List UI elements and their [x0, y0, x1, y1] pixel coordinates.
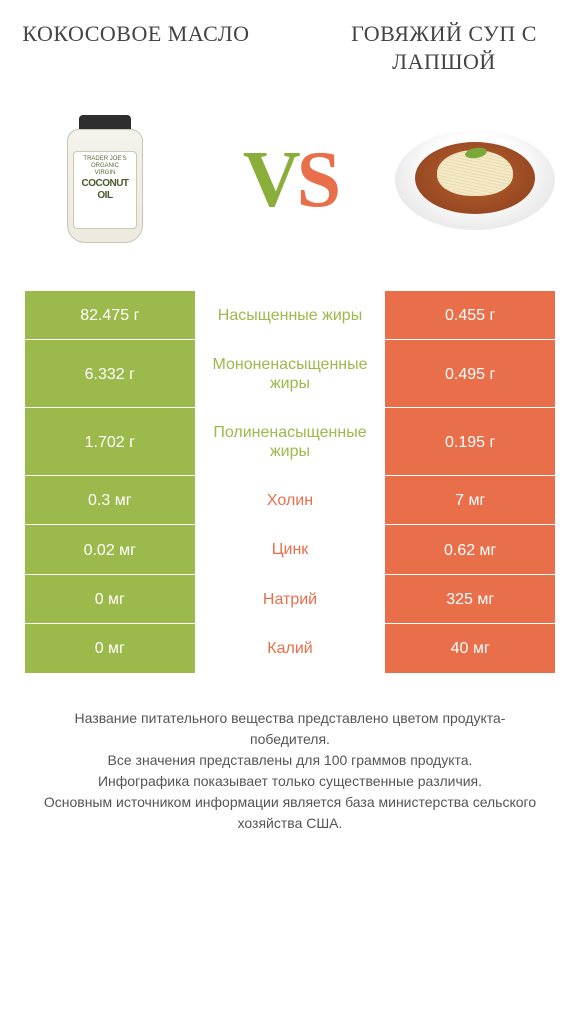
jar-line3: VIRGIN	[74, 170, 136, 177]
table-row: 82.475 гНасыщенные жиры0.455 г	[25, 290, 555, 339]
titles-row: КОКОСОВОЕ МАСЛО ГОВЯЖИЙ СУП С ЛАПШОЙ	[15, 20, 565, 75]
nutrient-label: Холин	[195, 476, 386, 524]
nutrient-label: Полиненасыщенные жиры	[195, 408, 386, 475]
left-value: 0 мг	[25, 624, 195, 672]
nutrient-label: Мононенасыщенные жиры	[195, 340, 386, 407]
footer-line: Инфографика показывает только существенн…	[35, 771, 545, 792]
right-value: 325 мг	[385, 575, 555, 623]
vs-v: V	[243, 136, 297, 224]
right-value: 0.455 г	[385, 291, 555, 339]
nutrient-label: Насыщенные жиры	[195, 291, 386, 339]
right-value: 7 мг	[385, 476, 555, 524]
noodle-soup-bowl-icon	[395, 120, 555, 240]
left-product-title: КОКОСОВОЕ МАСЛО	[15, 20, 257, 48]
jar-line1: TRADER JOE'S	[74, 156, 136, 163]
right-value: 0.495 г	[385, 340, 555, 407]
left-value: 6.332 г	[25, 340, 195, 407]
nutrient-label: Цинк	[195, 525, 386, 573]
right-value: 0.62 мг	[385, 525, 555, 573]
images-row: TRADER JOE'S ORGANIC VIRGIN COCONUT OIL …	[25, 100, 555, 260]
left-value: 82.475 г	[25, 291, 195, 339]
footer-line: Название питательного вещества представл…	[35, 708, 545, 750]
nutrient-label: Натрий	[195, 575, 386, 623]
table-row: 0 мгКалий40 мг	[25, 623, 555, 672]
right-product-image	[395, 100, 555, 260]
table-row: 1.702 гПолиненасыщенные жиры0.195 г	[25, 407, 555, 475]
nutrient-label: Калий	[195, 624, 386, 672]
jar-line2: ORGANIC	[74, 163, 136, 170]
left-value: 0.02 мг	[25, 525, 195, 573]
left-value: 0 мг	[25, 575, 195, 623]
right-product-title: ГОВЯЖИЙ СУП С ЛАПШОЙ	[323, 20, 565, 75]
infographic: КОКОСОВОЕ МАСЛО ГОВЯЖИЙ СУП С ЛАПШОЙ TRA…	[0, 0, 580, 864]
table-row: 6.332 гМононенасыщенные жиры0.495 г	[25, 339, 555, 407]
footer-line: Основным источником информации является …	[35, 792, 545, 834]
left-value: 1.702 г	[25, 408, 195, 475]
jar-big1: COCONUT	[74, 178, 136, 190]
left-product-image: TRADER JOE'S ORGANIC VIRGIN COCONUT OIL	[25, 100, 185, 260]
table-row: 0 мгНатрий325 мг	[25, 574, 555, 623]
table-row: 0.3 мгХолин7 мг	[25, 475, 555, 524]
vs-s: S	[297, 136, 338, 224]
right-value: 0.195 г	[385, 408, 555, 475]
right-value: 40 мг	[385, 624, 555, 672]
jar-big2: OIL	[74, 190, 136, 202]
coconut-oil-jar-icon: TRADER JOE'S ORGANIC VIRGIN COCONUT OIL	[65, 115, 145, 245]
vs-label: VS	[243, 135, 337, 226]
comparison-table: 82.475 гНасыщенные жиры0.455 г6.332 гМон…	[25, 290, 555, 673]
footer-notes: Название питательного вещества представл…	[35, 708, 545, 834]
table-row: 0.02 мгЦинк0.62 мг	[25, 524, 555, 573]
footer-line: Все значения представлены для 100 граммо…	[35, 750, 545, 771]
left-value: 0.3 мг	[25, 476, 195, 524]
